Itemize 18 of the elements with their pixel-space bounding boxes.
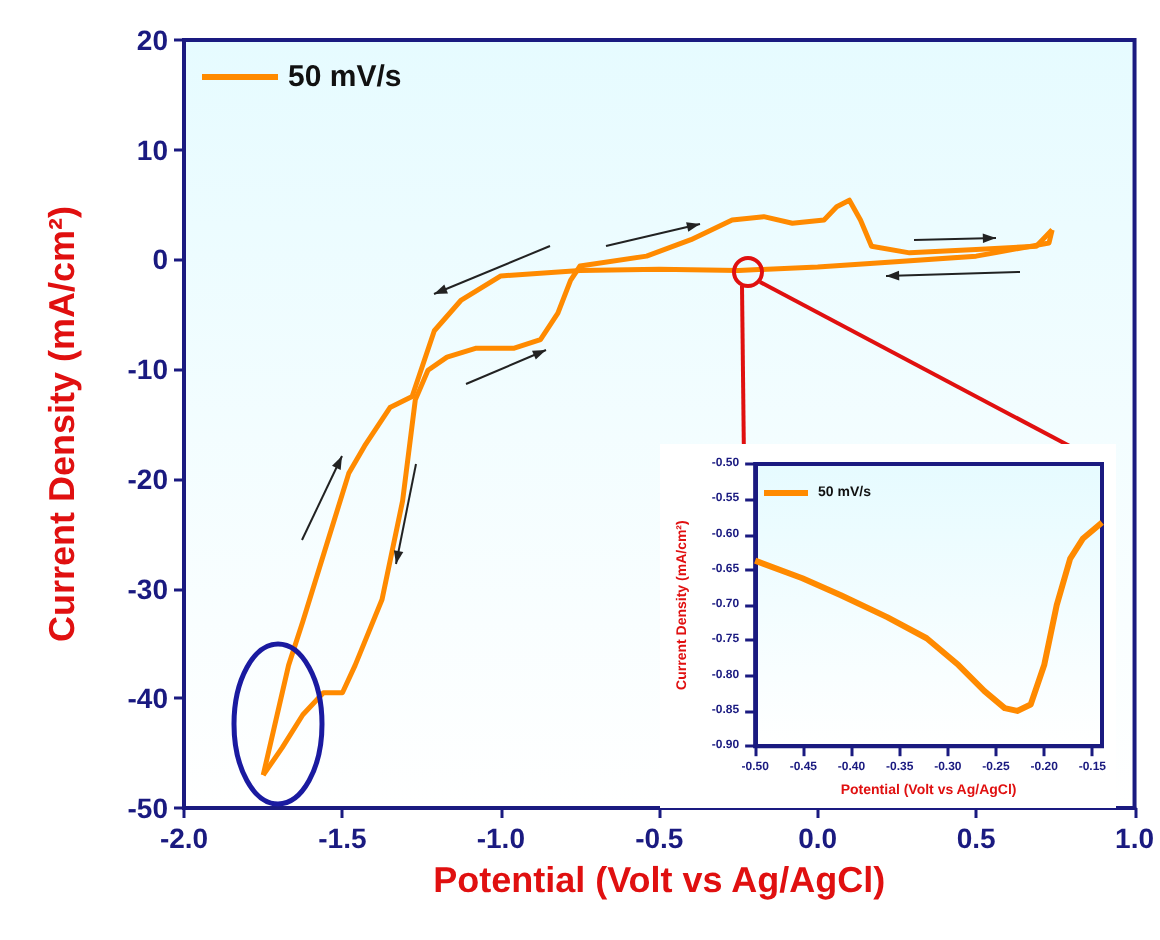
x-tick-label: 0.5 [956, 822, 996, 854]
y-tick-label: -40 [127, 682, 169, 715]
x-tick-label: -1.0 [476, 822, 526, 854]
y-tick-label: -20 [127, 462, 169, 495]
y-tick-label: -30 [127, 572, 169, 605]
x-axis-title: Potential (Volt vs Ag/AgCl) [433, 859, 886, 900]
y-tick-label: -50 [127, 792, 169, 824]
x-tick-label: -1.5 [318, 822, 367, 854]
y-tick-label: -10 [127, 353, 169, 386]
legend-label: 50 mV/s [288, 60, 402, 94]
x-tick-label: 1.0 [1115, 822, 1155, 854]
y-tick-label: 0 [152, 243, 169, 276]
x-tick-label: -2.0 [159, 822, 209, 854]
x-tick-label: -0.5 [635, 822, 684, 854]
y-axis-title: Current Density (mA/cm²) [42, 205, 82, 643]
y-tick-label: 10 [136, 133, 169, 166]
x-tick-label: 0.0 [798, 822, 838, 854]
y-tick-label: 20 [136, 24, 169, 56]
